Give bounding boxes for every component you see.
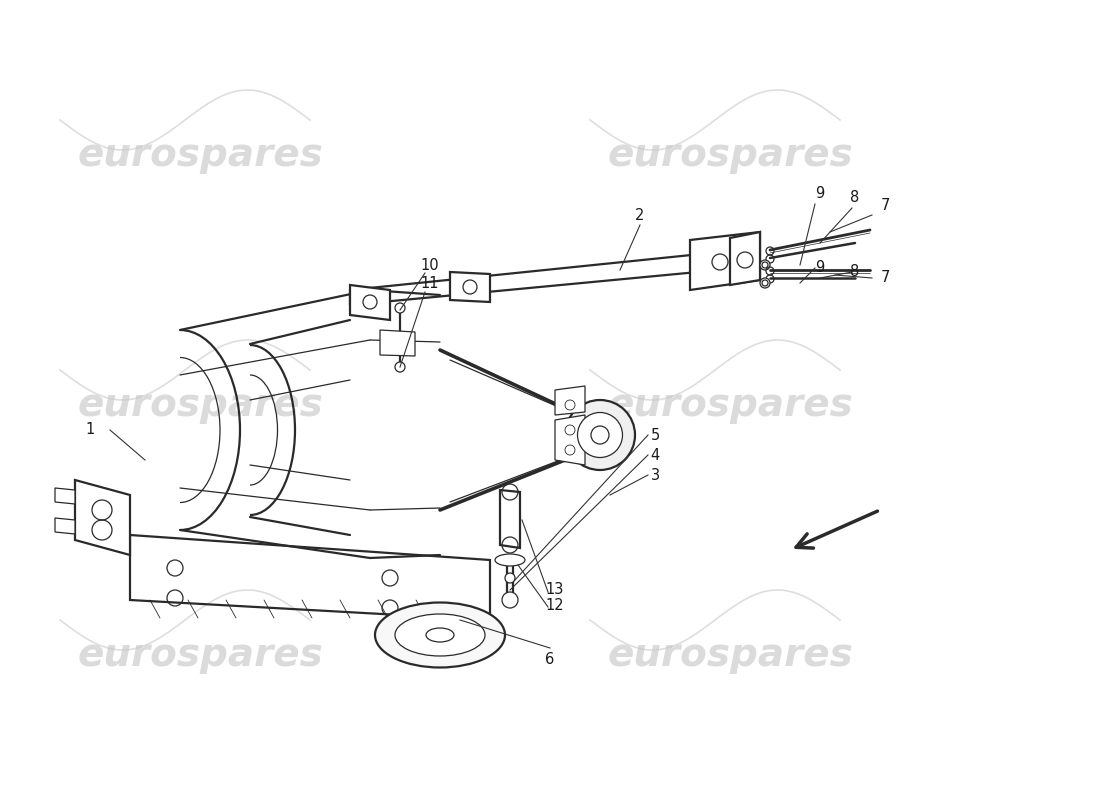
Circle shape <box>395 362 405 372</box>
Text: 11: 11 <box>420 275 439 290</box>
Circle shape <box>760 278 770 288</box>
Ellipse shape <box>565 400 635 470</box>
Text: 7: 7 <box>880 270 890 286</box>
Polygon shape <box>556 386 585 415</box>
Polygon shape <box>55 518 75 534</box>
Polygon shape <box>556 415 585 465</box>
Text: eurospares: eurospares <box>607 636 852 674</box>
Text: 13: 13 <box>546 582 564 598</box>
Circle shape <box>395 303 405 313</box>
Polygon shape <box>350 285 390 320</box>
Text: 9: 9 <box>815 186 825 202</box>
Ellipse shape <box>375 602 505 667</box>
Circle shape <box>505 573 515 583</box>
Text: 5: 5 <box>650 427 660 442</box>
Text: eurospares: eurospares <box>77 636 323 674</box>
Text: 4: 4 <box>650 447 660 462</box>
Text: 8: 8 <box>850 190 859 206</box>
Text: 1: 1 <box>86 422 95 438</box>
Text: 8: 8 <box>850 265 859 279</box>
Text: eurospares: eurospares <box>77 386 323 424</box>
Text: 2: 2 <box>636 207 645 222</box>
Text: 12: 12 <box>546 598 564 613</box>
Polygon shape <box>730 232 760 285</box>
Polygon shape <box>690 232 760 290</box>
Circle shape <box>502 592 518 608</box>
Text: 3: 3 <box>650 467 660 482</box>
Text: eurospares: eurospares <box>607 386 852 424</box>
Polygon shape <box>379 330 415 356</box>
Ellipse shape <box>578 413 623 458</box>
Text: 6: 6 <box>546 653 554 667</box>
Text: eurospares: eurospares <box>77 136 323 174</box>
Text: eurospares: eurospares <box>607 136 852 174</box>
Text: 10: 10 <box>420 258 439 273</box>
Ellipse shape <box>395 614 485 656</box>
Circle shape <box>760 260 770 270</box>
Text: 9: 9 <box>815 261 825 275</box>
Polygon shape <box>55 488 75 504</box>
Ellipse shape <box>495 554 525 566</box>
Text: 7: 7 <box>880 198 890 213</box>
Polygon shape <box>450 272 490 302</box>
Polygon shape <box>500 490 520 548</box>
Polygon shape <box>75 480 130 555</box>
